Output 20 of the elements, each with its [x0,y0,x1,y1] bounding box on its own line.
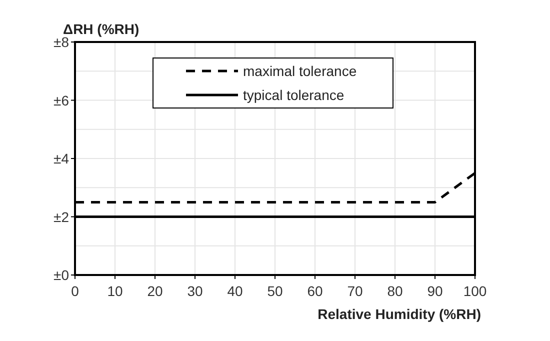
legend-label: maximal tolerance [243,63,357,79]
x-tick-label: 0 [71,283,80,299]
x-tick-label: 90 [427,283,443,299]
x-tick-label: 10 [107,283,123,299]
legend-label: typical tolerance [243,87,344,103]
x-tick-label: 70 [347,283,363,299]
y-tick-label: ±0 [54,267,70,283]
y-axis-title: ΔRH (%RH) [63,21,140,37]
y-tick-label: ±4 [54,150,70,166]
x-tick-label: 80 [387,283,403,299]
x-tick-label: 30 [187,283,203,299]
x-tick-label: 40 [227,283,243,299]
x-tick-label: 50 [267,283,283,299]
x-tick-label: 20 [147,283,163,299]
y-tick-label: ±8 [54,34,70,50]
y-tick-label: ±2 [54,208,70,225]
x-axis-title: Relative Humidity (%RH) [318,306,481,322]
x-tick-label: 60 [307,283,323,299]
y-tick-label: ±6 [54,92,70,108]
x-tick-label: 100 [463,283,487,299]
